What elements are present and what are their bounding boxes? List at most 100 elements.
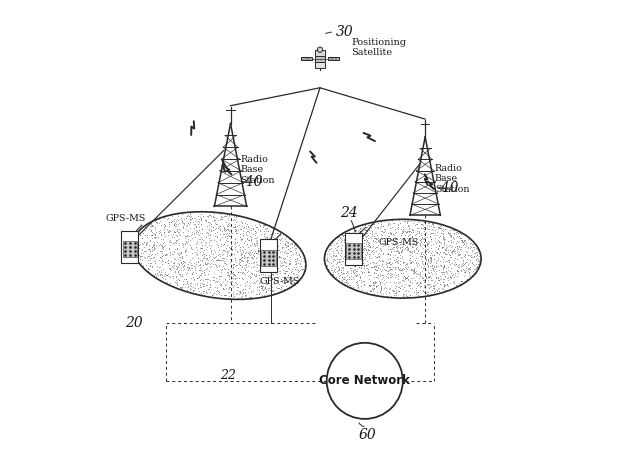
Point [257,255,268,262]
Point [422,220,433,227]
Point [292,272,303,279]
Point [231,280,241,287]
Point [199,280,209,288]
Point [380,284,390,291]
Point [204,211,214,218]
Point [177,270,187,277]
Point [236,237,246,244]
Point [430,247,440,255]
Point [236,255,246,262]
Point [419,228,429,235]
Point [189,233,200,241]
Point [390,289,400,296]
Point [390,284,400,292]
Point [452,266,462,273]
Point [385,259,395,266]
Point [284,257,294,264]
Point [282,238,292,245]
Point [157,260,167,268]
Point [463,236,474,243]
Point [231,226,241,233]
Point [262,224,273,231]
Point [225,255,236,262]
Point [397,286,408,293]
Point [379,265,389,273]
Point [456,235,467,242]
Point [268,224,278,231]
Point [430,238,440,245]
Point [434,266,444,274]
Point [260,288,271,295]
Point [420,275,431,282]
Point [359,265,369,272]
Point [177,254,188,261]
Point [389,269,399,276]
Point [145,260,156,267]
Point [354,238,364,246]
Point [237,269,247,276]
Point [150,231,160,239]
Point [182,283,193,290]
Point [272,230,282,237]
Point [200,260,211,267]
Point [197,257,207,265]
Point [292,254,302,261]
Point [460,243,470,251]
Point [429,255,439,262]
Point [428,221,438,228]
Point [358,245,369,252]
Point [390,236,400,243]
Point [243,257,253,264]
Point [346,265,356,272]
Point [272,243,282,250]
Point [205,228,216,235]
Point [362,221,372,228]
Point [197,241,207,249]
Point [248,252,259,260]
Point [141,234,152,241]
Point [266,264,276,271]
Point [221,284,231,292]
Point [400,273,410,280]
Point [221,245,231,252]
Point [187,255,197,262]
Point [216,242,226,250]
Point [466,251,476,259]
Point [358,246,368,253]
Point [330,265,340,272]
Point [412,250,422,257]
Point [361,247,371,254]
Point [262,234,272,241]
Point [271,253,282,260]
Point [218,223,228,230]
Point [259,267,269,274]
Point [401,292,411,299]
Point [451,282,461,289]
Point [198,250,208,257]
Point [183,219,193,226]
Point [344,275,355,283]
Point [422,259,432,266]
Point [427,226,437,233]
Point [129,242,139,250]
Point [364,244,374,251]
Point [192,275,202,282]
Point [180,241,190,248]
Point [384,264,394,271]
Point [149,241,159,248]
Point [397,247,408,254]
Point [371,259,381,266]
Point [186,282,196,289]
Point [353,284,363,292]
Point [179,275,189,283]
Point [234,291,244,298]
Point [439,242,449,250]
Point [185,224,195,231]
Point [189,266,200,274]
Point [388,253,398,260]
Point [255,243,266,250]
Point [411,246,421,253]
Point [193,217,203,225]
Point [134,241,144,248]
Point [161,251,171,258]
